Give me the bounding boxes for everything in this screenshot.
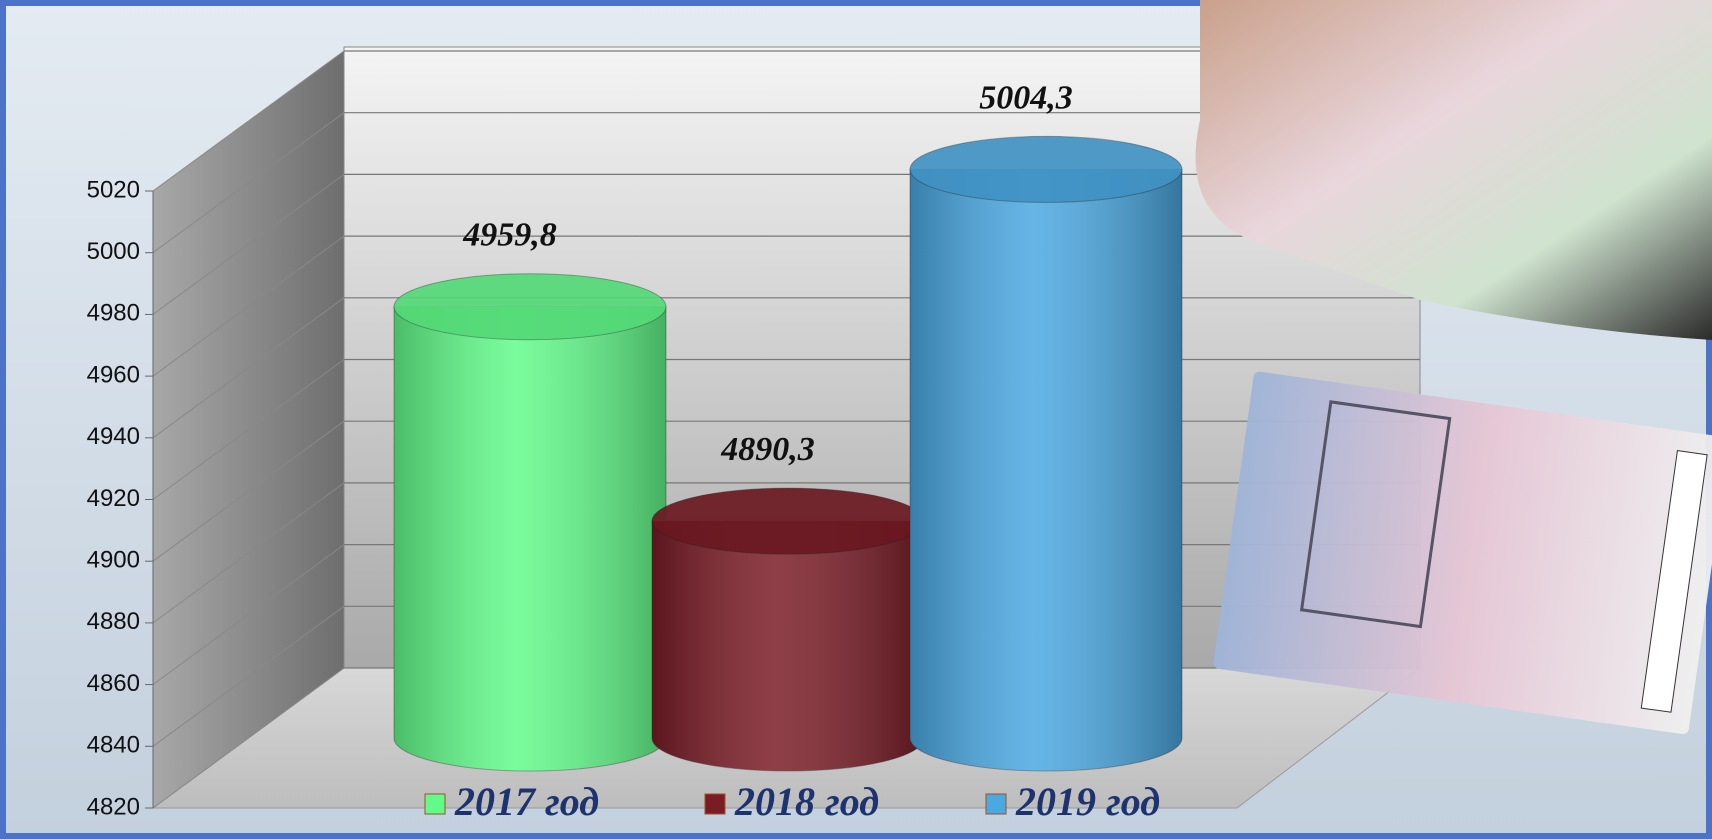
bar-top-shade	[910, 136, 1182, 203]
grid-line	[152, 173, 345, 315]
grid-line	[152, 359, 345, 500]
y-tick-label: 4920	[87, 485, 140, 512]
y-tick-label: 4860	[87, 670, 140, 697]
y-tick-label: 4940	[87, 423, 140, 450]
photo-banknotes	[1195, 0, 1712, 340]
photo-excise-stamp	[1213, 371, 1712, 735]
bar-top-shade	[652, 488, 924, 555]
legend-swatch	[985, 793, 1007, 815]
value-label: 4890,3	[720, 431, 815, 468]
value-label: 4959,8	[462, 217, 557, 254]
y-tick-label: 4880	[87, 608, 140, 635]
y-tick-label: 5000	[87, 238, 140, 265]
bar-top-shade	[394, 273, 666, 340]
grid-line	[152, 112, 345, 254]
y-tick-label: 4980	[87, 300, 140, 327]
plot: 4820 4840 4860 4880 4900 4920 4940 4960 4980 5000…	[87, 50, 1420, 824]
grid-line	[152, 50, 345, 192]
grid-line	[152, 420, 345, 562]
grid-line	[152, 605, 345, 747]
y-tick-label: 4840	[87, 732, 140, 759]
bar-shade	[652, 521, 924, 771]
legend-label: 2017 год	[454, 779, 599, 824]
grid-line	[152, 297, 345, 439]
y-tick-label: 5020	[87, 176, 140, 203]
legend-swatch	[704, 793, 726, 815]
value-label: 5004,3	[979, 79, 1073, 116]
bar-shade	[394, 306, 666, 771]
grid-line	[152, 482, 345, 624]
grid-line	[152, 667, 345, 809]
stamp-emblem	[1299, 400, 1452, 629]
grid-line	[152, 235, 345, 377]
legend-label: 2019 год	[1015, 779, 1160, 824]
bar-shade	[910, 169, 1182, 771]
bar-top	[909, 135, 1183, 203]
legend-swatch	[424, 793, 446, 815]
y-tick-label: 4960	[87, 361, 140, 388]
bar-top	[393, 273, 667, 341]
y-tick-label: 4820	[87, 793, 140, 820]
legend-label: 2018 год	[734, 779, 879, 824]
y-tick-label: 4900	[87, 547, 140, 574]
stamp-strip	[1640, 450, 1708, 713]
grid-line	[152, 544, 345, 686]
stamp	[1213, 371, 1712, 735]
